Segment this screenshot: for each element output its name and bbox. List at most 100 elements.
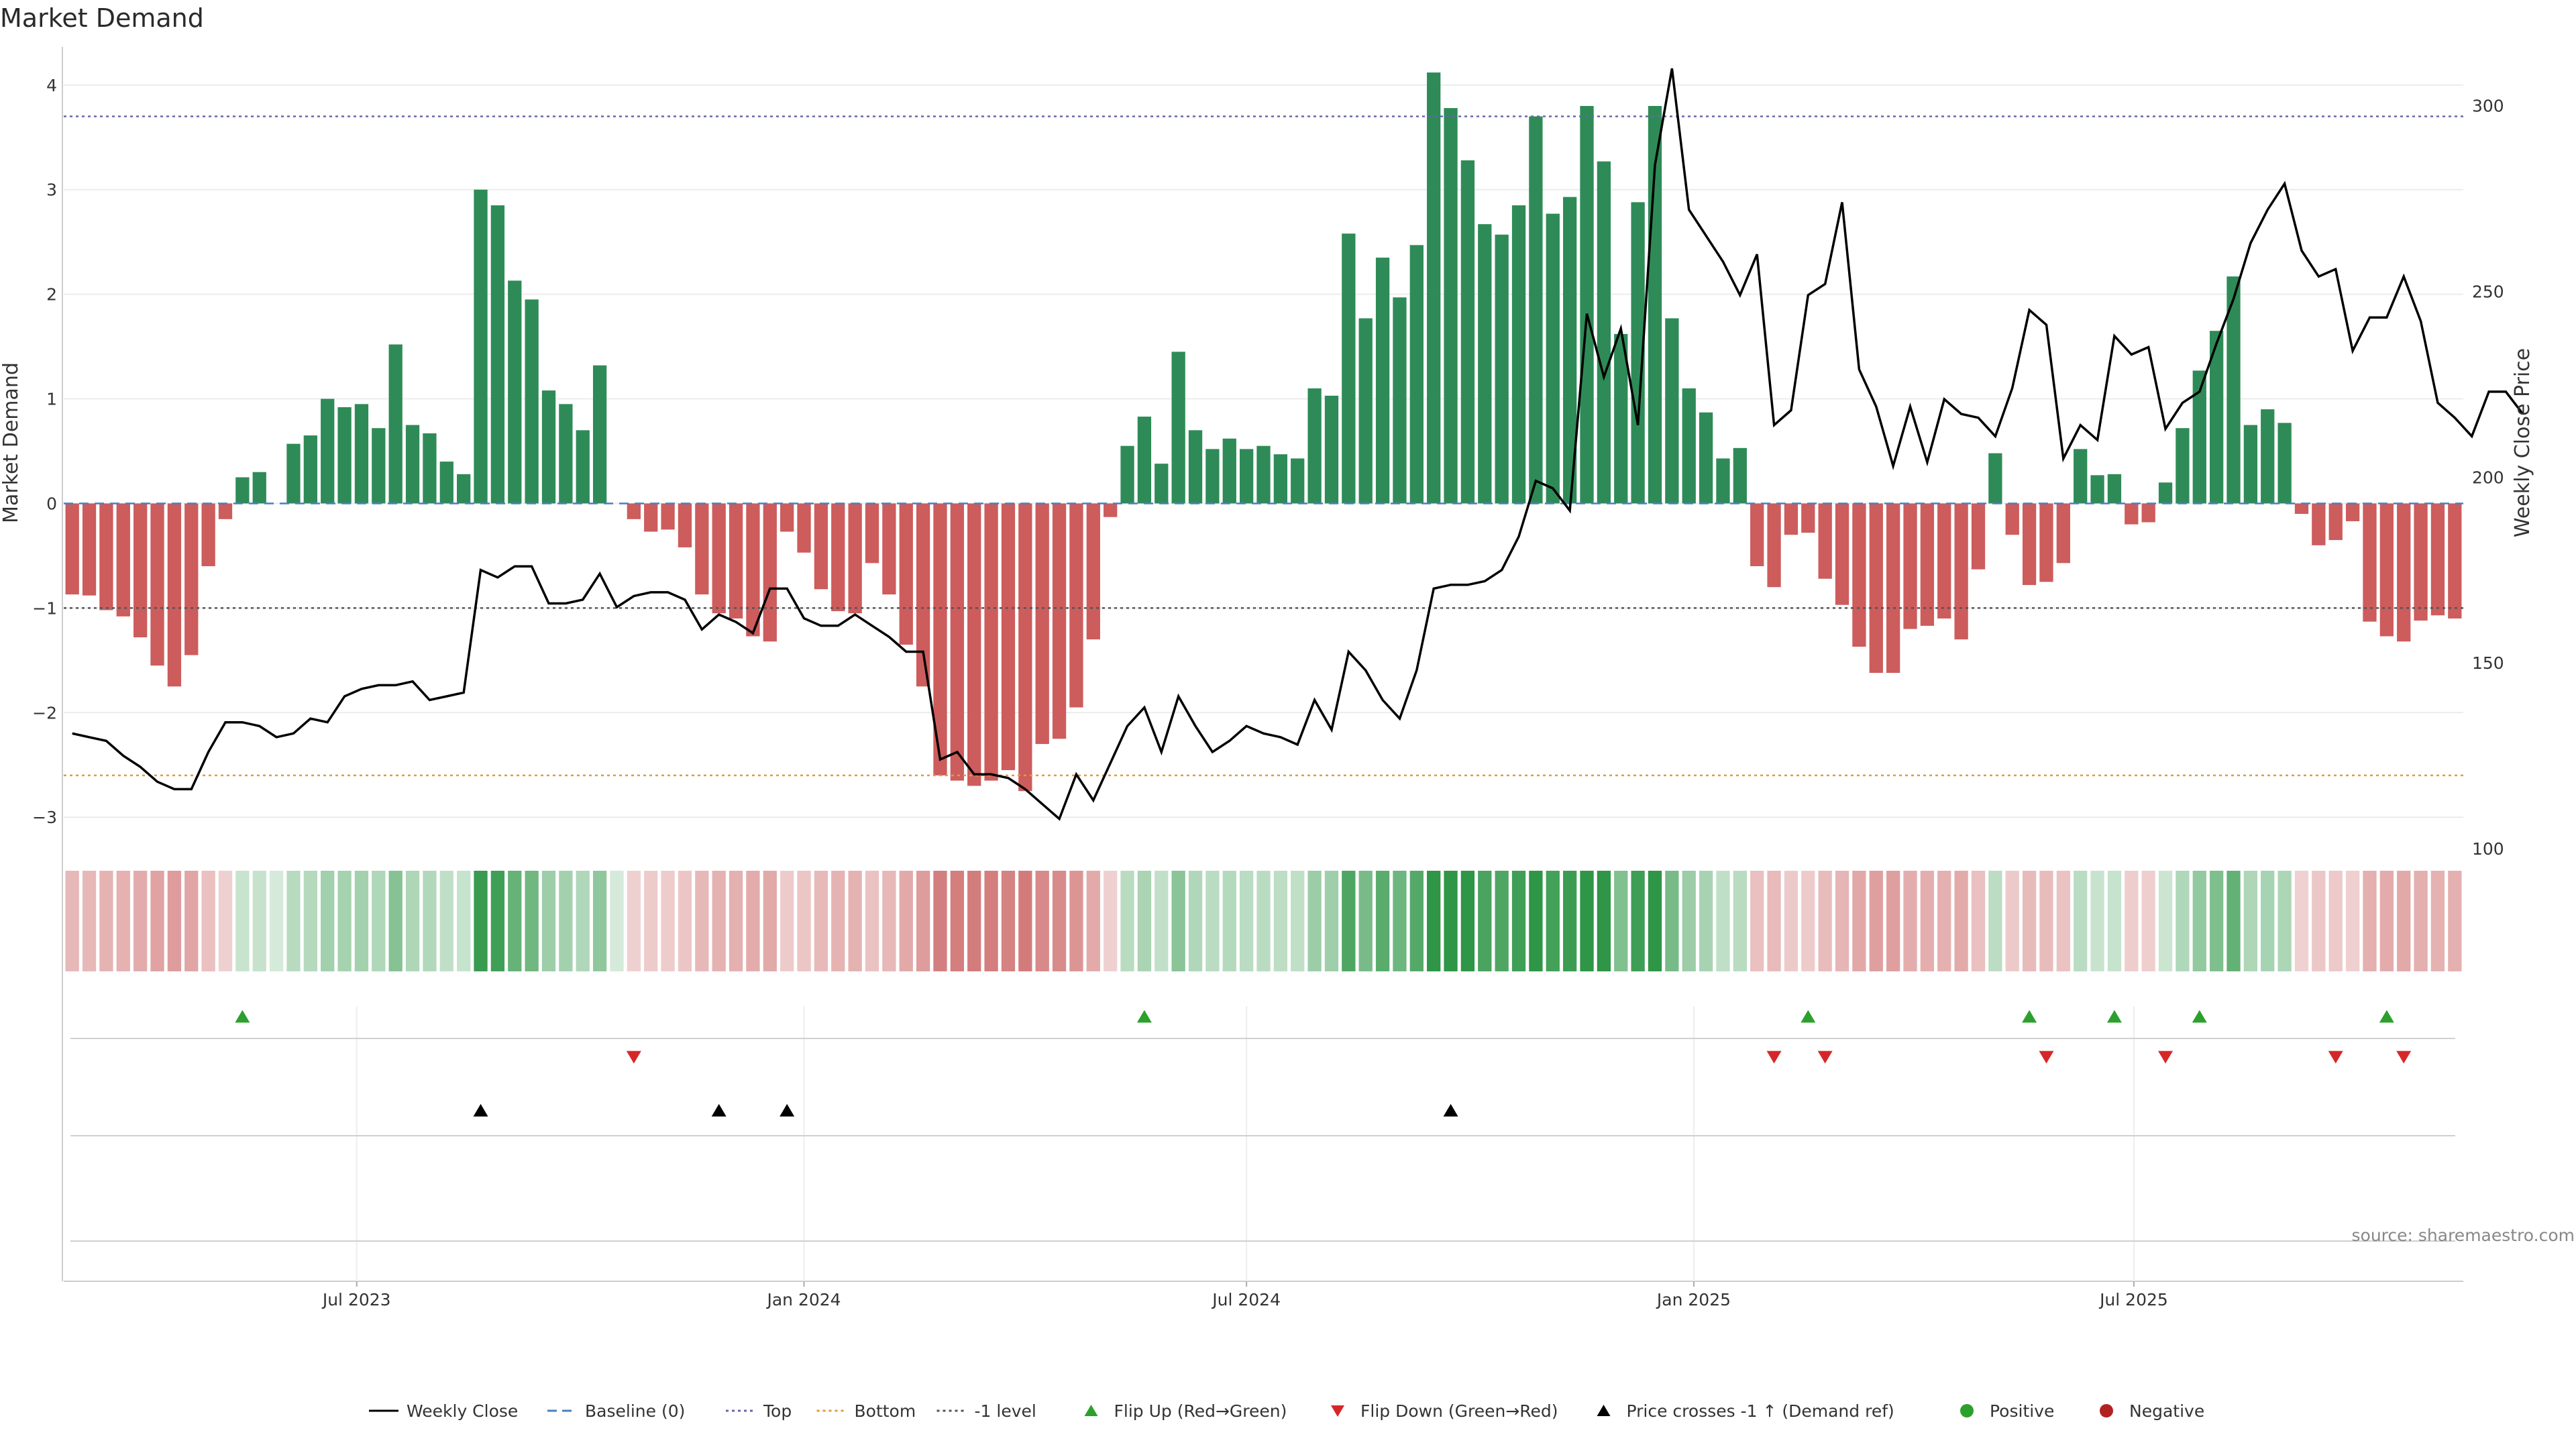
flip-down-marker	[1817, 1051, 1833, 1064]
flip-up-marker	[2192, 1010, 2207, 1023]
heat-cell	[933, 871, 947, 971]
heat-cell	[201, 871, 215, 971]
legend-swatch	[2100, 1404, 2113, 1417]
y2-tick-label: 200	[2472, 468, 2504, 487]
heat-cell	[814, 871, 828, 971]
heat-cell	[1222, 871, 1236, 971]
y2-axis-label: Weekly Close Price	[2511, 348, 2534, 537]
heat-cell	[1052, 871, 1067, 971]
heat-cell	[423, 871, 437, 971]
demand-bar-positive	[1427, 72, 1441, 504]
heat-cell	[1495, 871, 1509, 971]
flip-down-marker	[626, 1051, 641, 1064]
heat-cell	[1205, 871, 1220, 971]
demand-bar-positive	[1137, 417, 1152, 504]
demand-bar-negative	[99, 503, 113, 610]
heat-cell	[1937, 871, 1951, 971]
y2-tick-label: 250	[2472, 282, 2504, 301]
flip-down-marker	[2039, 1051, 2054, 1064]
demand-bar-positive	[1580, 105, 1594, 504]
demand-bar-positive	[1222, 438, 1236, 504]
legend-item: -1 level	[936, 1401, 1036, 1421]
heat-cell	[2397, 871, 2411, 971]
demand-bar-negative	[1818, 503, 1832, 579]
demand-bar-negative	[814, 503, 828, 590]
demand-bar-negative	[2056, 503, 2070, 564]
demand-bar-negative	[2005, 503, 2019, 535]
heat-cell	[1307, 871, 1322, 971]
heat-cell	[2414, 871, 2428, 971]
legend-item: Weekly Close	[369, 1401, 518, 1421]
heat-cell	[592, 871, 607, 971]
heat-cell	[150, 871, 164, 971]
demand-bar-negative	[1001, 503, 1016, 771]
demand-bar-negative	[831, 503, 845, 612]
heat-cell	[184, 871, 199, 971]
heat-cell	[457, 871, 471, 971]
demand-bar-positive	[2277, 423, 2292, 504]
heat-cell	[1801, 871, 1815, 971]
demand-bar-positive	[2090, 475, 2104, 504]
heat-cell	[1120, 871, 1134, 971]
demand-bar-positive	[525, 299, 539, 504]
demand-bar-negative	[746, 503, 760, 637]
heat-cell	[167, 871, 182, 971]
heat-cell	[1155, 871, 1169, 971]
legend-item: Bottom	[816, 1401, 916, 1421]
demand-bar-positive	[252, 472, 266, 504]
heat-cell	[1818, 871, 1832, 971]
y2-tick-label: 300	[2472, 97, 2504, 116]
demand-bar-negative	[1018, 503, 1032, 792]
flip-up-marker	[2379, 1010, 2394, 1023]
demand-bar-negative	[1869, 503, 1883, 674]
heat-cell	[2125, 871, 2139, 971]
heat-cell	[746, 871, 760, 971]
flip-down-marker	[2158, 1051, 2174, 1064]
demand-bar-positive	[2192, 370, 2206, 504]
heat-cell	[1580, 871, 1594, 971]
heat-cell	[1648, 871, 1662, 971]
heat-cell	[1835, 871, 1849, 971]
demand-bar-negative	[218, 503, 233, 519]
demand-bar-negative	[2430, 503, 2445, 616]
demand-bar-positive	[1205, 449, 1220, 504]
heat-cell	[2226, 871, 2241, 971]
heat-cell	[508, 871, 522, 971]
heat-cell	[610, 871, 624, 971]
demand-bar-positive	[1665, 318, 1679, 504]
heat-cell	[576, 871, 590, 971]
heat-cell	[1852, 871, 1866, 971]
legend-item: Flip Up (Red→Green)	[1084, 1401, 1287, 1421]
flip-down-marker	[1766, 1051, 1782, 1064]
heat-cell	[337, 871, 352, 971]
demand-bar-negative	[763, 503, 777, 642]
heat-cell	[269, 871, 284, 971]
heat-cell	[1273, 871, 1288, 971]
heat-cell	[1954, 871, 1968, 971]
heat-cell	[1971, 871, 1986, 971]
demand-bar-negative	[1937, 503, 1951, 619]
legend-label: Flip Down (Green→Red)	[1360, 1401, 1558, 1421]
demand-bar-positive	[1495, 234, 1509, 504]
y-tick-label: 0	[46, 494, 57, 513]
heat-cell	[1511, 871, 1526, 971]
demand-bar-positive	[2176, 428, 2190, 504]
demand-bar-positive	[2074, 449, 2088, 504]
demand-bar-positive	[2107, 474, 2122, 504]
demand-bar-positive	[474, 189, 488, 504]
heat-cell	[2345, 871, 2360, 971]
demand-bar-negative	[1835, 503, 1849, 605]
heat-cell	[286, 871, 301, 971]
heat-cell	[1529, 871, 1543, 971]
heat-cell	[831, 871, 845, 971]
legend-swatch	[1331, 1405, 1344, 1417]
heat-cell	[2022, 871, 2037, 971]
demand-bar-positive	[405, 425, 420, 504]
demand-bar-negative	[2379, 503, 2394, 637]
demand-bar-negative	[933, 503, 947, 775]
heat-cell	[967, 871, 981, 971]
grid-lines	[62, 47, 2463, 1282]
legend-swatch	[1597, 1405, 1611, 1416]
flip-down-marker	[2396, 1051, 2412, 1064]
heat-cell	[2448, 871, 2462, 971]
